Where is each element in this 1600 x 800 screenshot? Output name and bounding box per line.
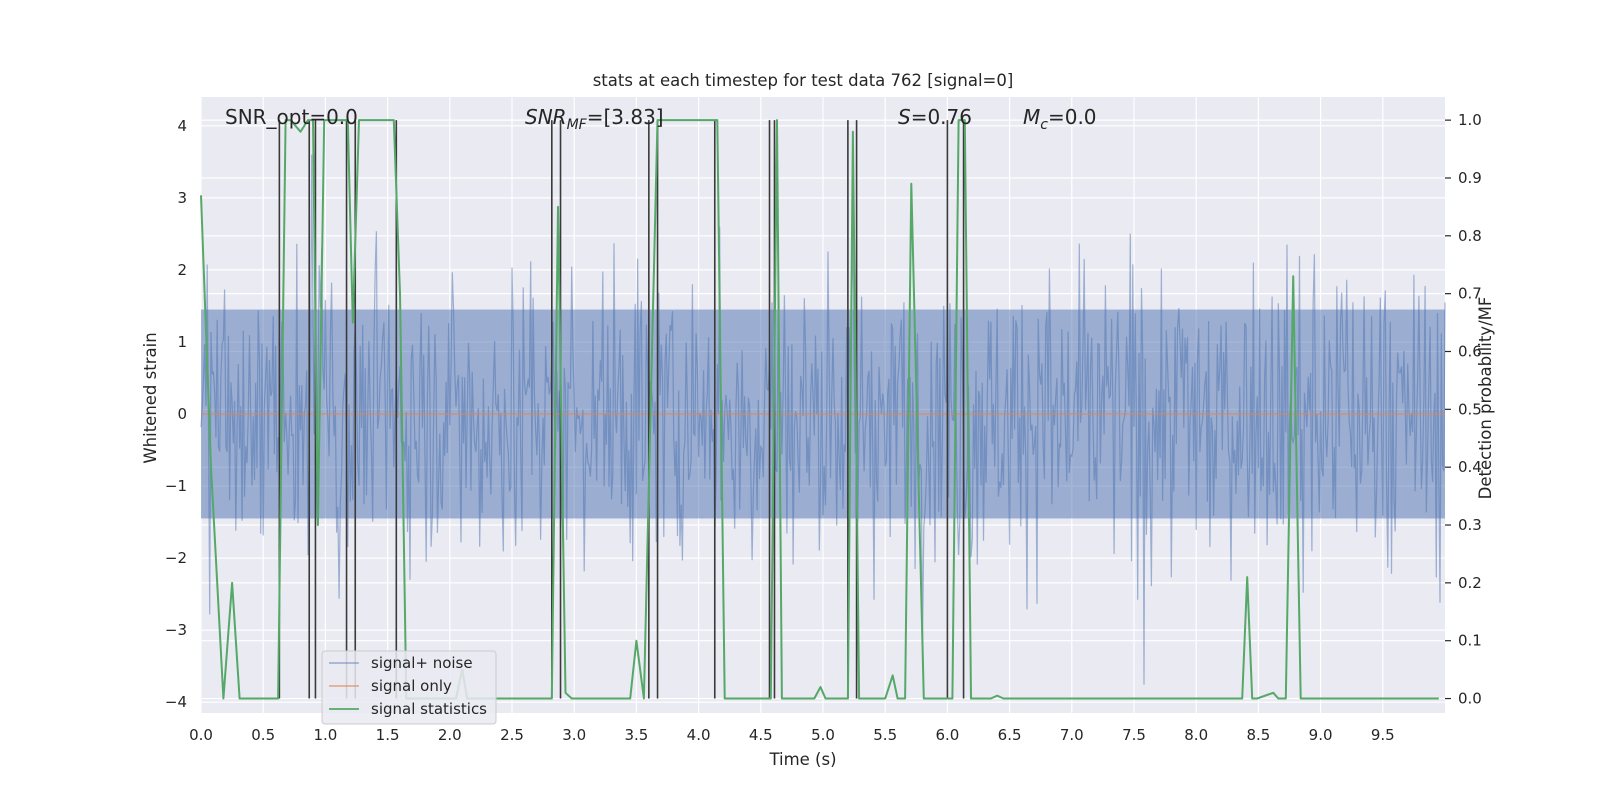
x-tick-label: 4.0	[687, 726, 711, 744]
x-tick-label: 7.0	[1060, 726, 1084, 744]
y2-tick-label: 0.5	[1458, 400, 1482, 418]
series-signal-statistics	[200, 119, 1439, 700]
mc-annotation: Mc=0.0	[1023, 105, 1097, 133]
y2-tick-label: 0.7	[1458, 285, 1482, 303]
snr-mf-symbol: SNR	[525, 105, 567, 129]
x-tick-label: 5.5	[873, 726, 897, 744]
snr-mf-subscript: MF	[567, 117, 588, 133]
x-tick-label: 3.5	[624, 726, 648, 744]
y2-tick-label: 0.3	[1458, 516, 1482, 534]
y-tick-label: −3	[165, 621, 187, 639]
y2-tick-label: 0.4	[1458, 458, 1482, 476]
y-tick-label: −4	[165, 693, 187, 711]
legend-label-stats: signal statistics	[371, 700, 487, 718]
snr-mf-annotation: SNRMF=[3.83]	[525, 105, 664, 133]
x-tick-label: 6.5	[998, 726, 1022, 744]
x-tick-label: 0.0	[189, 726, 213, 744]
y-tick-label: 1	[177, 333, 187, 351]
x-tick-label: 3.0	[562, 726, 586, 744]
x-tick-label: 4.5	[749, 726, 773, 744]
x-tick-label: 8.5	[1246, 726, 1270, 744]
y-tick-label: 0	[177, 405, 187, 423]
y-tick-label: 2	[177, 261, 187, 279]
snr-mf-value: =[3.83]	[587, 105, 664, 129]
mc-subscript: c	[1040, 117, 1048, 133]
s-symbol: S	[898, 105, 911, 129]
y-tick-label: 4	[177, 117, 187, 135]
x-tick-label: 0.5	[251, 726, 275, 744]
y-tick-label: −2	[165, 549, 187, 567]
legend-label-noise: signal+ noise	[371, 654, 473, 672]
x-tick-label: 2.5	[500, 726, 524, 744]
y2-tick-label: 0.9	[1458, 169, 1482, 187]
x-tick-label: 1.5	[376, 726, 400, 744]
x-tick-label: 9.0	[1309, 726, 1333, 744]
y-tick-label: −1	[165, 477, 187, 495]
y2-tick-label: 0.2	[1458, 574, 1482, 592]
y2-tick-label: 1.0	[1458, 111, 1482, 129]
y2-tick-label: 0.6	[1458, 342, 1482, 360]
snr-opt-annotation: SNR_opt=0.0	[225, 105, 358, 129]
x-tick-label: 7.5	[1122, 726, 1146, 744]
x-axis-label: Time (s)	[768, 750, 836, 769]
mc-symbol: M	[1023, 105, 1040, 129]
x-tick-label: 5.0	[811, 726, 835, 744]
x-tick-label: 6.0	[935, 726, 959, 744]
y2-tick-label: 0.8	[1458, 227, 1482, 245]
y-tick-label: 3	[177, 189, 187, 207]
y2-tick-label: 0.0	[1458, 690, 1482, 708]
y2-axis-label: Detection probability/MF	[1476, 297, 1495, 500]
x-tick-label: 2.0	[438, 726, 462, 744]
s-value: =0.76	[911, 105, 972, 129]
legend-box	[321, 650, 497, 725]
x-tick-label: 9.5	[1371, 726, 1395, 744]
s-annotation: S=0.76	[898, 105, 972, 129]
y2-tick-label: 0.1	[1458, 632, 1482, 650]
mc-value: =0.0	[1048, 105, 1097, 129]
x-tick-label: 1.0	[313, 726, 337, 744]
x-tick-label: 8.0	[1184, 726, 1208, 744]
chart-title: stats at each timestep for test data 762…	[593, 71, 1014, 90]
legend-label-signal-only: signal only	[371, 677, 452, 695]
legend: signal+ noise signal only signal statist…	[321, 650, 497, 725]
series-signal-noise	[200, 154, 1446, 685]
y-axis-label: Whitened strain	[141, 332, 160, 463]
